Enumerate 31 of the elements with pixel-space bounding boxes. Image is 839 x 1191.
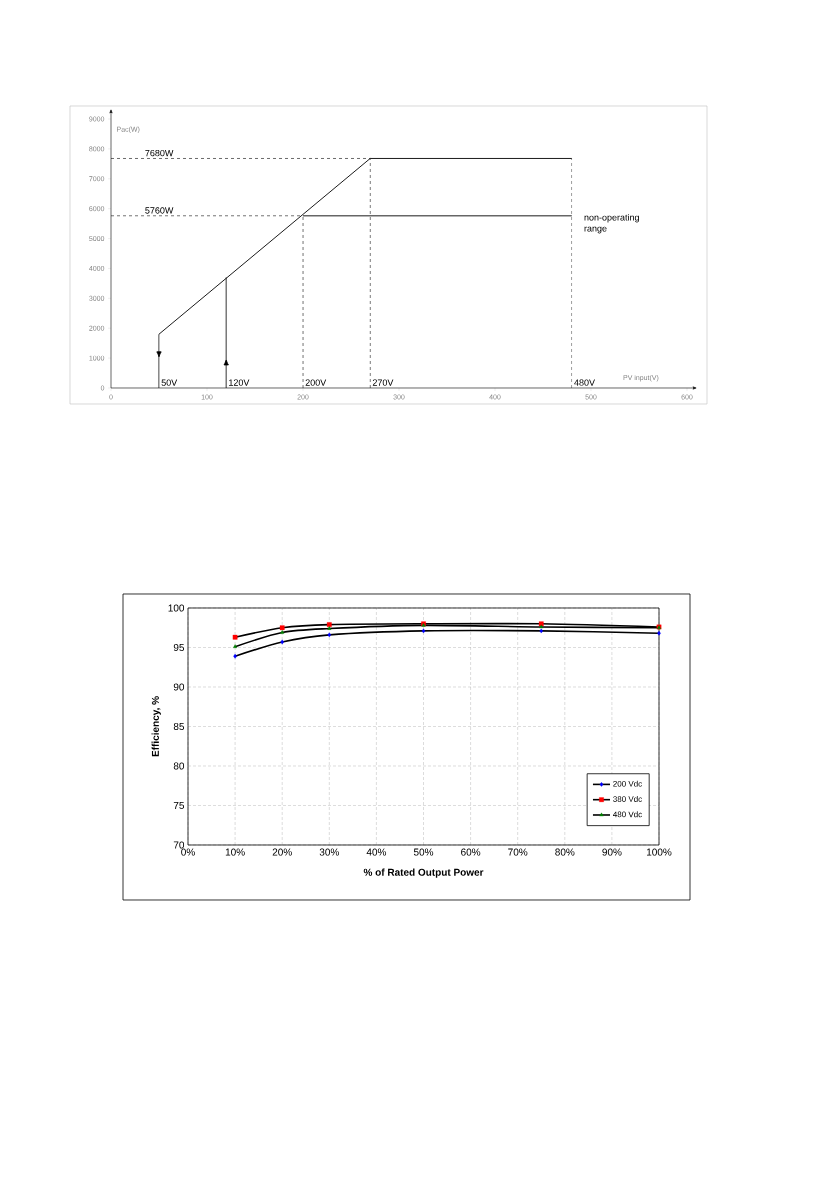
x-tick-label: 30%	[319, 848, 339, 856]
y-tick-label: 90	[173, 683, 185, 691]
y-axis-title: Efficiency, %	[151, 696, 161, 757]
annotation: 7680W	[145, 149, 174, 157]
annotation: non-operating range	[584, 213, 639, 234]
y-tick-label: 85	[173, 722, 185, 731]
x-tick-label: 60%	[461, 848, 481, 856]
x-tick-label: 40%	[366, 848, 387, 856]
legend-label: 480 Vdc	[613, 811, 642, 818]
x-tick-label: 80%	[555, 848, 575, 856]
x-axis-title: % of Rated Output Power	[363, 868, 484, 878]
x-tick-label: 50%	[413, 848, 434, 856]
x-tick-label: 0%	[181, 848, 195, 856]
annotation: 5760W	[145, 207, 174, 214]
annotation: 120V	[229, 379, 250, 386]
y-tick-label: 100	[168, 604, 185, 612]
legend-label: 200 Vdc	[613, 780, 642, 787]
annotation: 200V	[305, 379, 327, 386]
y-tick-label: 75	[173, 802, 185, 809]
y-tick-label: 70	[173, 841, 185, 849]
x-tick-label: 90%	[602, 848, 622, 856]
annotation: 270V	[372, 379, 394, 386]
y-tick-label: 95	[173, 643, 185, 652]
x-tick-label: 10%	[225, 848, 245, 856]
x-tick-label: 70%	[508, 848, 528, 856]
x-tick-label: 20%	[272, 848, 292, 856]
x-tick-label: 100%	[646, 848, 672, 856]
legend-label: 380 Vdc	[613, 796, 642, 802]
annotation: 50V	[161, 379, 178, 386]
y-tick-label: 80	[173, 762, 185, 770]
annotation: 480V	[574, 379, 595, 386]
